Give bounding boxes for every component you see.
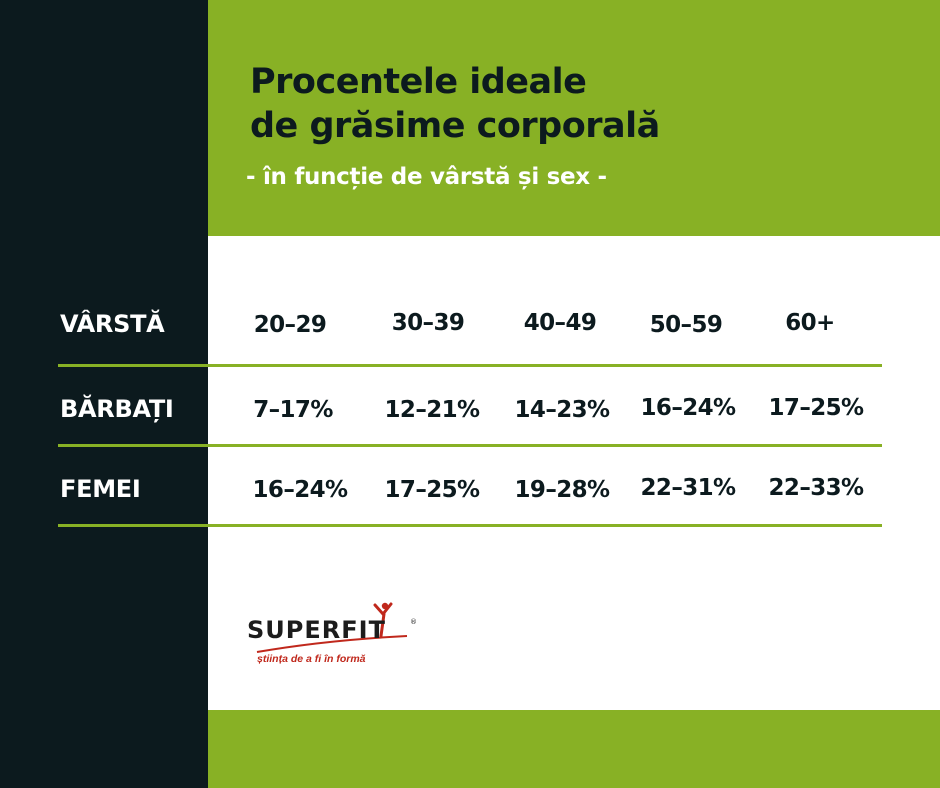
dark-sidebar <box>0 0 208 788</box>
table-cell: 50–59 <box>649 312 723 338</box>
table-cell: 22–31% <box>640 475 737 501</box>
row-label-men: BĂRBAȚI <box>60 395 174 423</box>
row-label-women: FEMEI <box>60 475 141 503</box>
title-line-2: de grăsime corporală <box>250 106 660 146</box>
row-divider <box>58 524 882 527</box>
row-divider <box>58 364 882 367</box>
header-band <box>208 0 940 236</box>
table-cell: 19–28% <box>514 477 611 503</box>
table-cell: 16–24% <box>252 477 349 503</box>
registered-icon: ® <box>410 618 417 626</box>
footer-band <box>208 710 940 788</box>
table-cell: 16–24% <box>640 395 737 421</box>
table-cell: 12–21% <box>384 397 481 423</box>
logo-tagline: știința de a fi în formă <box>257 653 366 665</box>
table-cell: 60+ <box>785 310 835 336</box>
logo-figure-icon <box>256 602 408 653</box>
table-cell: 20–29 <box>253 312 327 338</box>
row-label-age: VÂRSTĂ <box>60 310 165 338</box>
table-cell: 14–23% <box>514 397 611 423</box>
title-line-1: Procentele ideale <box>250 62 587 102</box>
logo-wordmark: SUPERFIT <box>247 616 386 644</box>
table-cell: 22–33% <box>768 475 865 501</box>
row-divider <box>58 444 882 447</box>
page-title: Procentele ideale de grăsime corporală <box>250 60 660 148</box>
table-cell: 7–17% <box>253 397 333 423</box>
table-cell: 17–25% <box>768 395 865 421</box>
table-cell: 40–49 <box>523 310 597 336</box>
page-subtitle: - în funcție de vârstă și sex - <box>246 164 607 190</box>
table-cell: 30–39 <box>391 310 465 336</box>
table-cell: 17–25% <box>384 477 481 503</box>
superfit-logo: SUPERFIT ® știința de a fi în formă <box>247 600 417 672</box>
